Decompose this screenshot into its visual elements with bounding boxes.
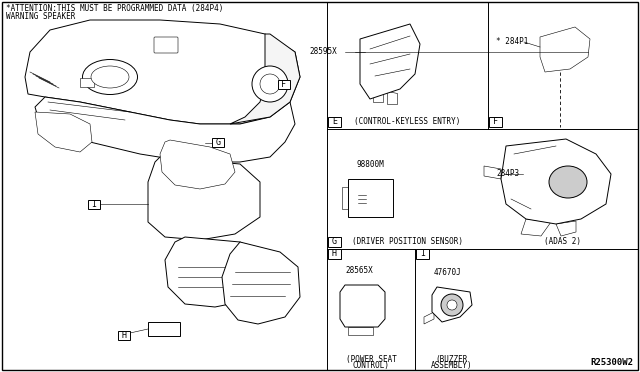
Text: (DRIVER POSITION SENSOR): (DRIVER POSITION SENSOR) [352, 237, 463, 246]
Text: F: F [493, 118, 498, 126]
Text: I: I [92, 200, 97, 209]
Text: H: H [332, 250, 337, 259]
Text: H: H [122, 331, 127, 340]
Polygon shape [387, 91, 397, 104]
Polygon shape [360, 24, 420, 99]
Polygon shape [35, 112, 92, 152]
Text: (BUZZER: (BUZZER [435, 355, 468, 364]
Polygon shape [521, 219, 551, 236]
Polygon shape [222, 242, 300, 324]
Circle shape [260, 74, 280, 94]
Bar [345, 294, 377, 309]
Text: 47670J: 47670J [434, 268, 461, 277]
Ellipse shape [549, 166, 587, 198]
Ellipse shape [83, 60, 138, 94]
Polygon shape [35, 97, 295, 162]
Text: E: E [332, 118, 337, 126]
Bar [348, 179, 393, 217]
Text: I: I [420, 250, 425, 259]
Polygon shape [432, 287, 472, 322]
Text: R25300W2: R25300W2 [590, 358, 633, 367]
Bar [358, 313, 366, 319]
Text: (POWER SEAT: (POWER SEAT [346, 355, 396, 364]
Text: (ADAS 2): (ADAS 2) [545, 237, 582, 246]
Polygon shape [556, 221, 576, 236]
Text: F: F [282, 80, 287, 89]
Bar [489, 117, 502, 127]
Text: 98800M: 98800M [356, 160, 384, 169]
FancyBboxPatch shape [154, 37, 178, 53]
Polygon shape [373, 89, 383, 102]
Bar [80, 78, 94, 87]
Polygon shape [148, 157, 260, 240]
Text: WARNING SPEAKER: WARNING SPEAKER [6, 12, 76, 21]
Text: ASSEMBLY): ASSEMBLY) [431, 361, 472, 370]
Bar [328, 237, 341, 247]
Bar [345, 313, 355, 319]
Bar [328, 249, 341, 259]
Bar [356, 189, 368, 207]
Bar [348, 327, 373, 335]
Bar [118, 331, 130, 340]
Text: 28595X: 28595X [309, 48, 337, 57]
Circle shape [447, 300, 457, 310]
Circle shape [441, 294, 463, 316]
Bar [416, 249, 429, 259]
Bar [148, 322, 180, 336]
Bar [212, 138, 224, 147]
Text: CONTROL): CONTROL) [353, 361, 390, 370]
Polygon shape [230, 34, 300, 124]
Polygon shape [340, 285, 385, 327]
Polygon shape [424, 312, 434, 324]
Bar [328, 117, 341, 127]
Text: 284P3: 284P3 [496, 170, 519, 179]
Text: G: G [216, 138, 221, 147]
Bar [88, 200, 100, 209]
Polygon shape [25, 20, 300, 124]
Polygon shape [501, 139, 611, 224]
Text: (CONTROL-KEYLESS ENTRY): (CONTROL-KEYLESS ENTRY) [355, 117, 461, 126]
Polygon shape [165, 237, 268, 307]
Bar [342, 187, 348, 209]
Text: 28565X: 28565X [345, 266, 372, 275]
Circle shape [252, 66, 288, 102]
Text: *ATTENTION:THIS MUST BE PROGRAMMED DATA (284P4): *ATTENTION:THIS MUST BE PROGRAMMED DATA … [6, 4, 223, 13]
Polygon shape [540, 27, 590, 72]
Ellipse shape [91, 66, 129, 88]
Bar [278, 80, 290, 89]
Text: * 284P1: * 284P1 [496, 38, 529, 46]
Polygon shape [484, 166, 501, 179]
Polygon shape [160, 140, 235, 189]
Text: G: G [332, 237, 337, 247]
